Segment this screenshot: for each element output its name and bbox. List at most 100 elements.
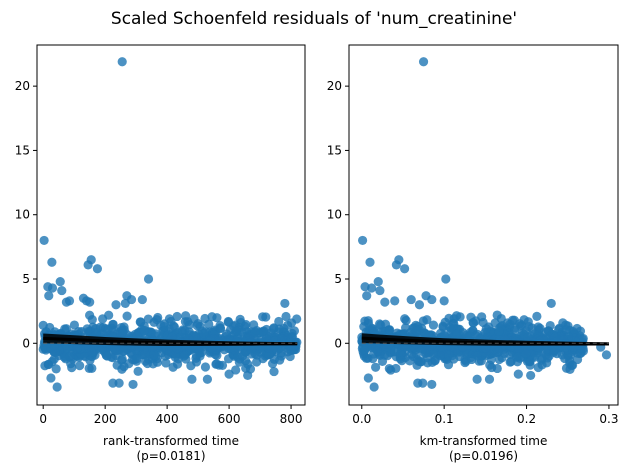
data-point [276,351,287,361]
data-point-outlier [484,374,495,384]
y-tick-label: 20 [15,79,30,93]
data-point-outlier [439,296,449,306]
data-point [200,313,210,324]
data-point [189,314,199,324]
data-point-outlier [143,274,154,284]
data-point [149,350,159,360]
data-point-outlier [39,235,49,246]
data-point [492,363,502,374]
x-axis-label-km: km-transformed time [420,434,548,448]
data-point [405,356,415,366]
data-point-outlier [86,255,96,265]
data-point [192,321,202,331]
data-point-outlier [57,285,67,296]
data-point [549,347,559,358]
data-point [533,362,543,373]
data-point [428,349,438,359]
data-point [575,326,586,336]
data-point [234,357,244,367]
data-point-outlier [137,294,147,305]
data-point [505,357,515,367]
x-ticks-km: 0.0 0.1 0.2 0.3 [352,405,618,426]
data-point [544,326,554,336]
data-point [385,325,395,335]
trend-km [361,333,609,346]
data-point [69,320,80,330]
data-point [438,322,448,332]
y-tick-label: 5 [334,272,342,286]
y-tick-label: 0 [22,336,30,350]
data-point-outlier [128,379,138,390]
data-point [200,362,211,372]
data-point [124,359,134,369]
data-point-outlier [391,260,401,270]
data-point [245,332,255,342]
data-point [264,350,274,360]
data-point [246,345,256,355]
data-point [251,357,262,367]
data-point [532,311,542,321]
data-point-outlier [380,297,390,307]
data-point [371,362,381,372]
x-tick-label: 200 [94,412,117,426]
x-tick-label: 0.0 [352,412,371,426]
data-point [391,363,401,374]
data-point-outlier [369,382,379,392]
p-value-km: (p=0.0196) [449,449,518,463]
figure-title: Scaled Schoenfeld residuals of 'num_crea… [111,9,517,29]
data-point [59,352,70,362]
data-point [368,324,378,334]
data-point-outlier [373,276,383,287]
data-point [561,363,572,373]
data-point [560,353,570,364]
data-point [444,350,454,360]
data-point-outlier [357,235,368,246]
y-tick-label: 10 [327,208,342,222]
data-point [112,345,122,356]
p-value-rank: (p=0.0181) [136,449,205,463]
data-point [416,357,426,367]
data-point-outlier [400,264,410,274]
data-point [258,312,268,322]
subplot-km-time: 0.0 0.1 0.2 0.3 0 5 10 15 20 km-transformed tim… [327,44,619,463]
data-point [267,358,278,369]
data-point [523,332,533,342]
data-point [521,348,531,358]
data-point [513,352,523,362]
data-point [443,360,454,370]
data-point-outlier [427,379,437,390]
data-point-outlier [362,291,372,301]
data-point [153,312,163,323]
data-point [230,345,240,355]
x-tick-label: 400 [156,412,179,426]
data-point [167,332,177,342]
data-point-outlier [114,378,124,388]
data-point-outlier [187,374,197,384]
data-point-outlier [243,370,253,381]
x-ticks-rank: 0 200 400 600 800 [39,405,303,426]
data-point [132,331,142,341]
data-point [505,319,515,329]
data-point [172,311,182,322]
data-point [84,363,94,373]
x-tick-label: 600 [218,412,241,426]
data-point [384,363,394,374]
data-point [481,343,491,353]
data-point [181,311,191,321]
data-point [116,355,127,365]
data-point [133,366,143,376]
data-point-outlier [472,374,482,384]
data-point [283,320,293,330]
data-point [359,346,370,356]
data-point [66,359,76,369]
data-point [235,314,245,324]
y-tick-label: 5 [22,272,30,286]
data-point [122,311,132,321]
data-point [400,314,410,324]
data-point-outlier [601,350,612,360]
data-point [186,361,196,371]
data-point-outlier [52,382,62,392]
data-point-outlier [47,283,58,293]
data-point [231,365,241,375]
data-point [257,327,267,337]
